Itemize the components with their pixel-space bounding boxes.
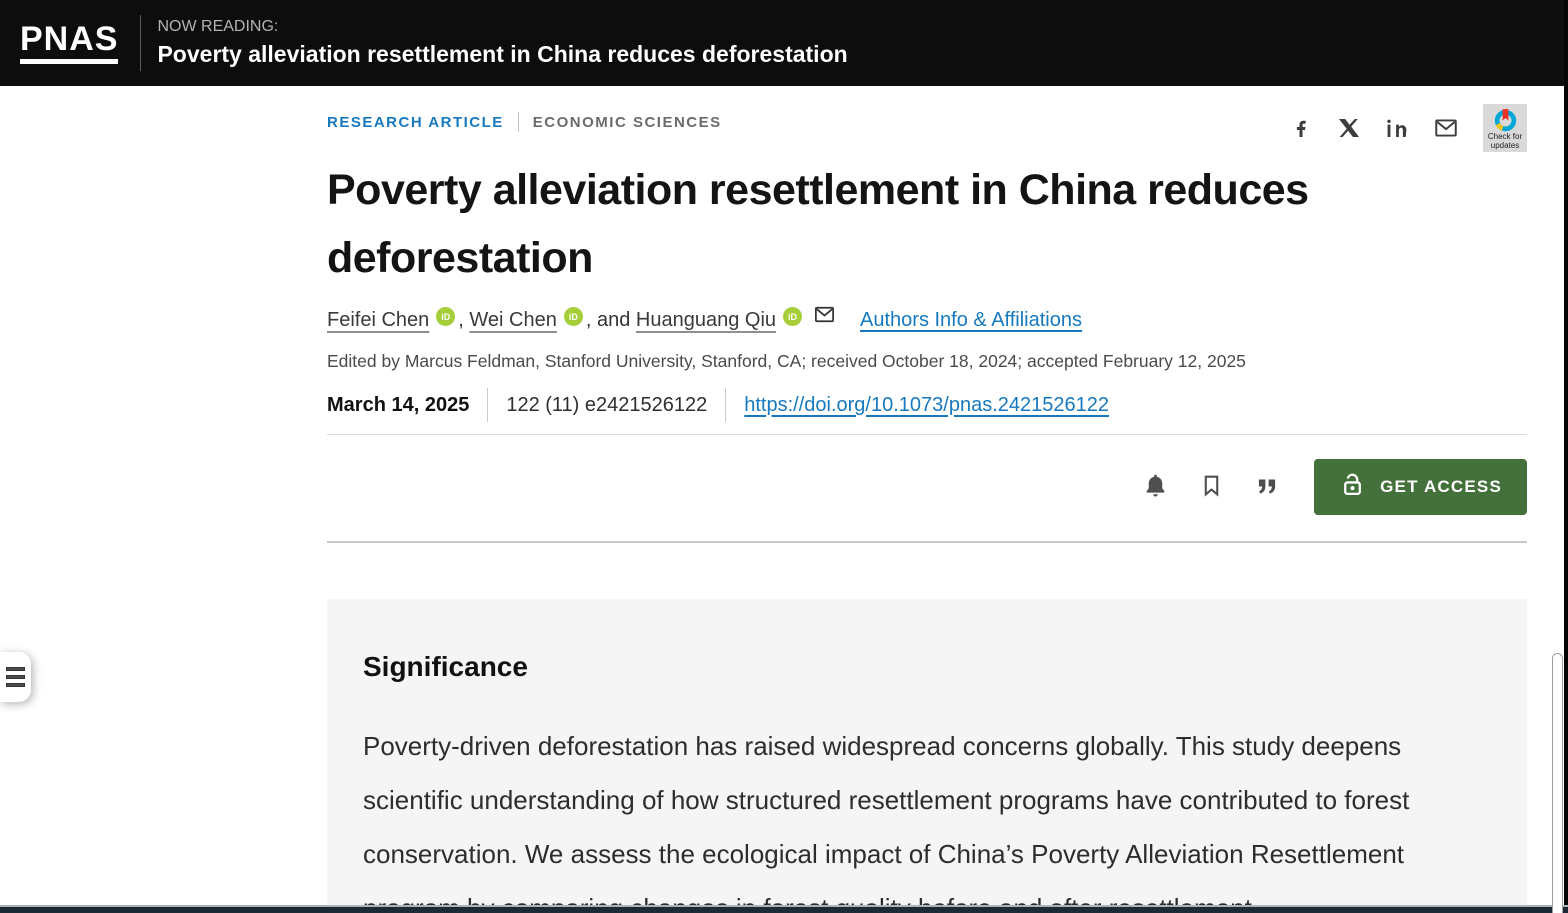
window-border-bottom [0,905,1568,913]
bell-icon [1142,472,1169,502]
window-border-right [1564,0,1568,913]
facebook-icon[interactable] [1289,116,1313,140]
top-bar: PNAS NOW READING: Poverty alleviation re… [0,0,1568,86]
significance-heading: Significance [363,651,528,682]
header-divider [140,15,142,71]
quote-icon [1254,473,1280,502]
page-title: Poverty alleviation resettlement in Chin… [327,166,1309,282]
x-icon[interactable] [1337,116,1361,140]
significance-text: Poverty-driven deforestation has raised … [363,731,1410,913]
pub-divider [487,388,489,422]
category-divider [517,112,519,132]
author-link[interactable]: Wei Chen [469,309,557,331]
now-reading-label: NOW READING: [157,18,279,35]
edited-by-line: Edited by Marcus Feldman, Stanford Unive… [327,351,1246,371]
author-link[interactable]: Huanguang Qiu [635,309,777,331]
doi-link[interactable]: https://doi.org/10.1073/pnas.2421526122 [744,393,1109,416]
crossmark-icon [1493,107,1518,132]
subject-link[interactable]: ECONOMIC SCIENCES [532,113,722,131]
now-reading: NOW READING: Poverty alleviation resettl… [157,18,847,68]
scrollbar-thumb[interactable] [1552,653,1563,913]
author-byline: Feifei Chen iD , Wei Chen iD , and Huang… [327,306,1527,335]
author-separator: , and [585,309,636,331]
significance-section: Significance Poverty-driven deforestatio… [327,599,1527,913]
author-link[interactable]: Feifei Chen [327,309,430,331]
section-divider [327,541,1527,543]
share-toolbar: Check for updates [1289,104,1527,152]
publication-date: March 14, 2025 [327,393,470,416]
cite-button[interactable] [1254,473,1280,502]
hamburger-icon [6,667,25,671]
hamburger-icon [6,675,25,679]
hamburger-icon [6,683,25,687]
email-share-icon[interactable] [1433,115,1459,141]
alerts-bell-button[interactable] [1142,472,1169,502]
check-for-updates-badge[interactable]: Check for updates [1483,104,1527,152]
linkedin-icon[interactable] [1385,116,1409,140]
unlock-icon [1339,471,1366,503]
article-type-link[interactable]: RESEARCH ARTICLE [327,113,504,131]
publication-info-row: March 14, 2025 122 (11) e2421526122 http… [327,388,1527,435]
orcid-icon[interactable]: iD [436,307,456,326]
get-access-button[interactable]: GET ACCESS [1314,459,1527,515]
contents-menu-toggle[interactable] [0,652,31,702]
article-actions: GET ACCESS [327,459,1527,515]
bookmark-icon [1199,473,1224,501]
check-for-updates-label: Check for updates [1487,132,1523,151]
authors-info-link[interactable]: Authors Info & Affiliations [860,309,1082,331]
bookmark-button[interactable] [1199,473,1224,501]
citation-info: 122 (11) e2421526122 [506,393,708,416]
get-access-label: GET ACCESS [1380,477,1502,496]
author-separator: , [458,309,470,331]
article-page: RESEARCH ARTICLE ECONOMIC SCIENCES [327,86,1527,913]
article-categories: RESEARCH ARTICLE ECONOMIC SCIENCES [327,104,722,132]
orcid-icon[interactable]: iD [783,307,803,326]
pnas-logo[interactable]: PNAS [20,21,119,65]
now-reading-title: Poverty alleviation resettlement in Chin… [157,41,848,67]
pub-divider [725,388,727,422]
corresponding-author-email-icon[interactable] [813,303,836,332]
orcid-icon[interactable]: iD [563,307,583,326]
meta-row: RESEARCH ARTICLE ECONOMIC SCIENCES [327,86,1527,152]
